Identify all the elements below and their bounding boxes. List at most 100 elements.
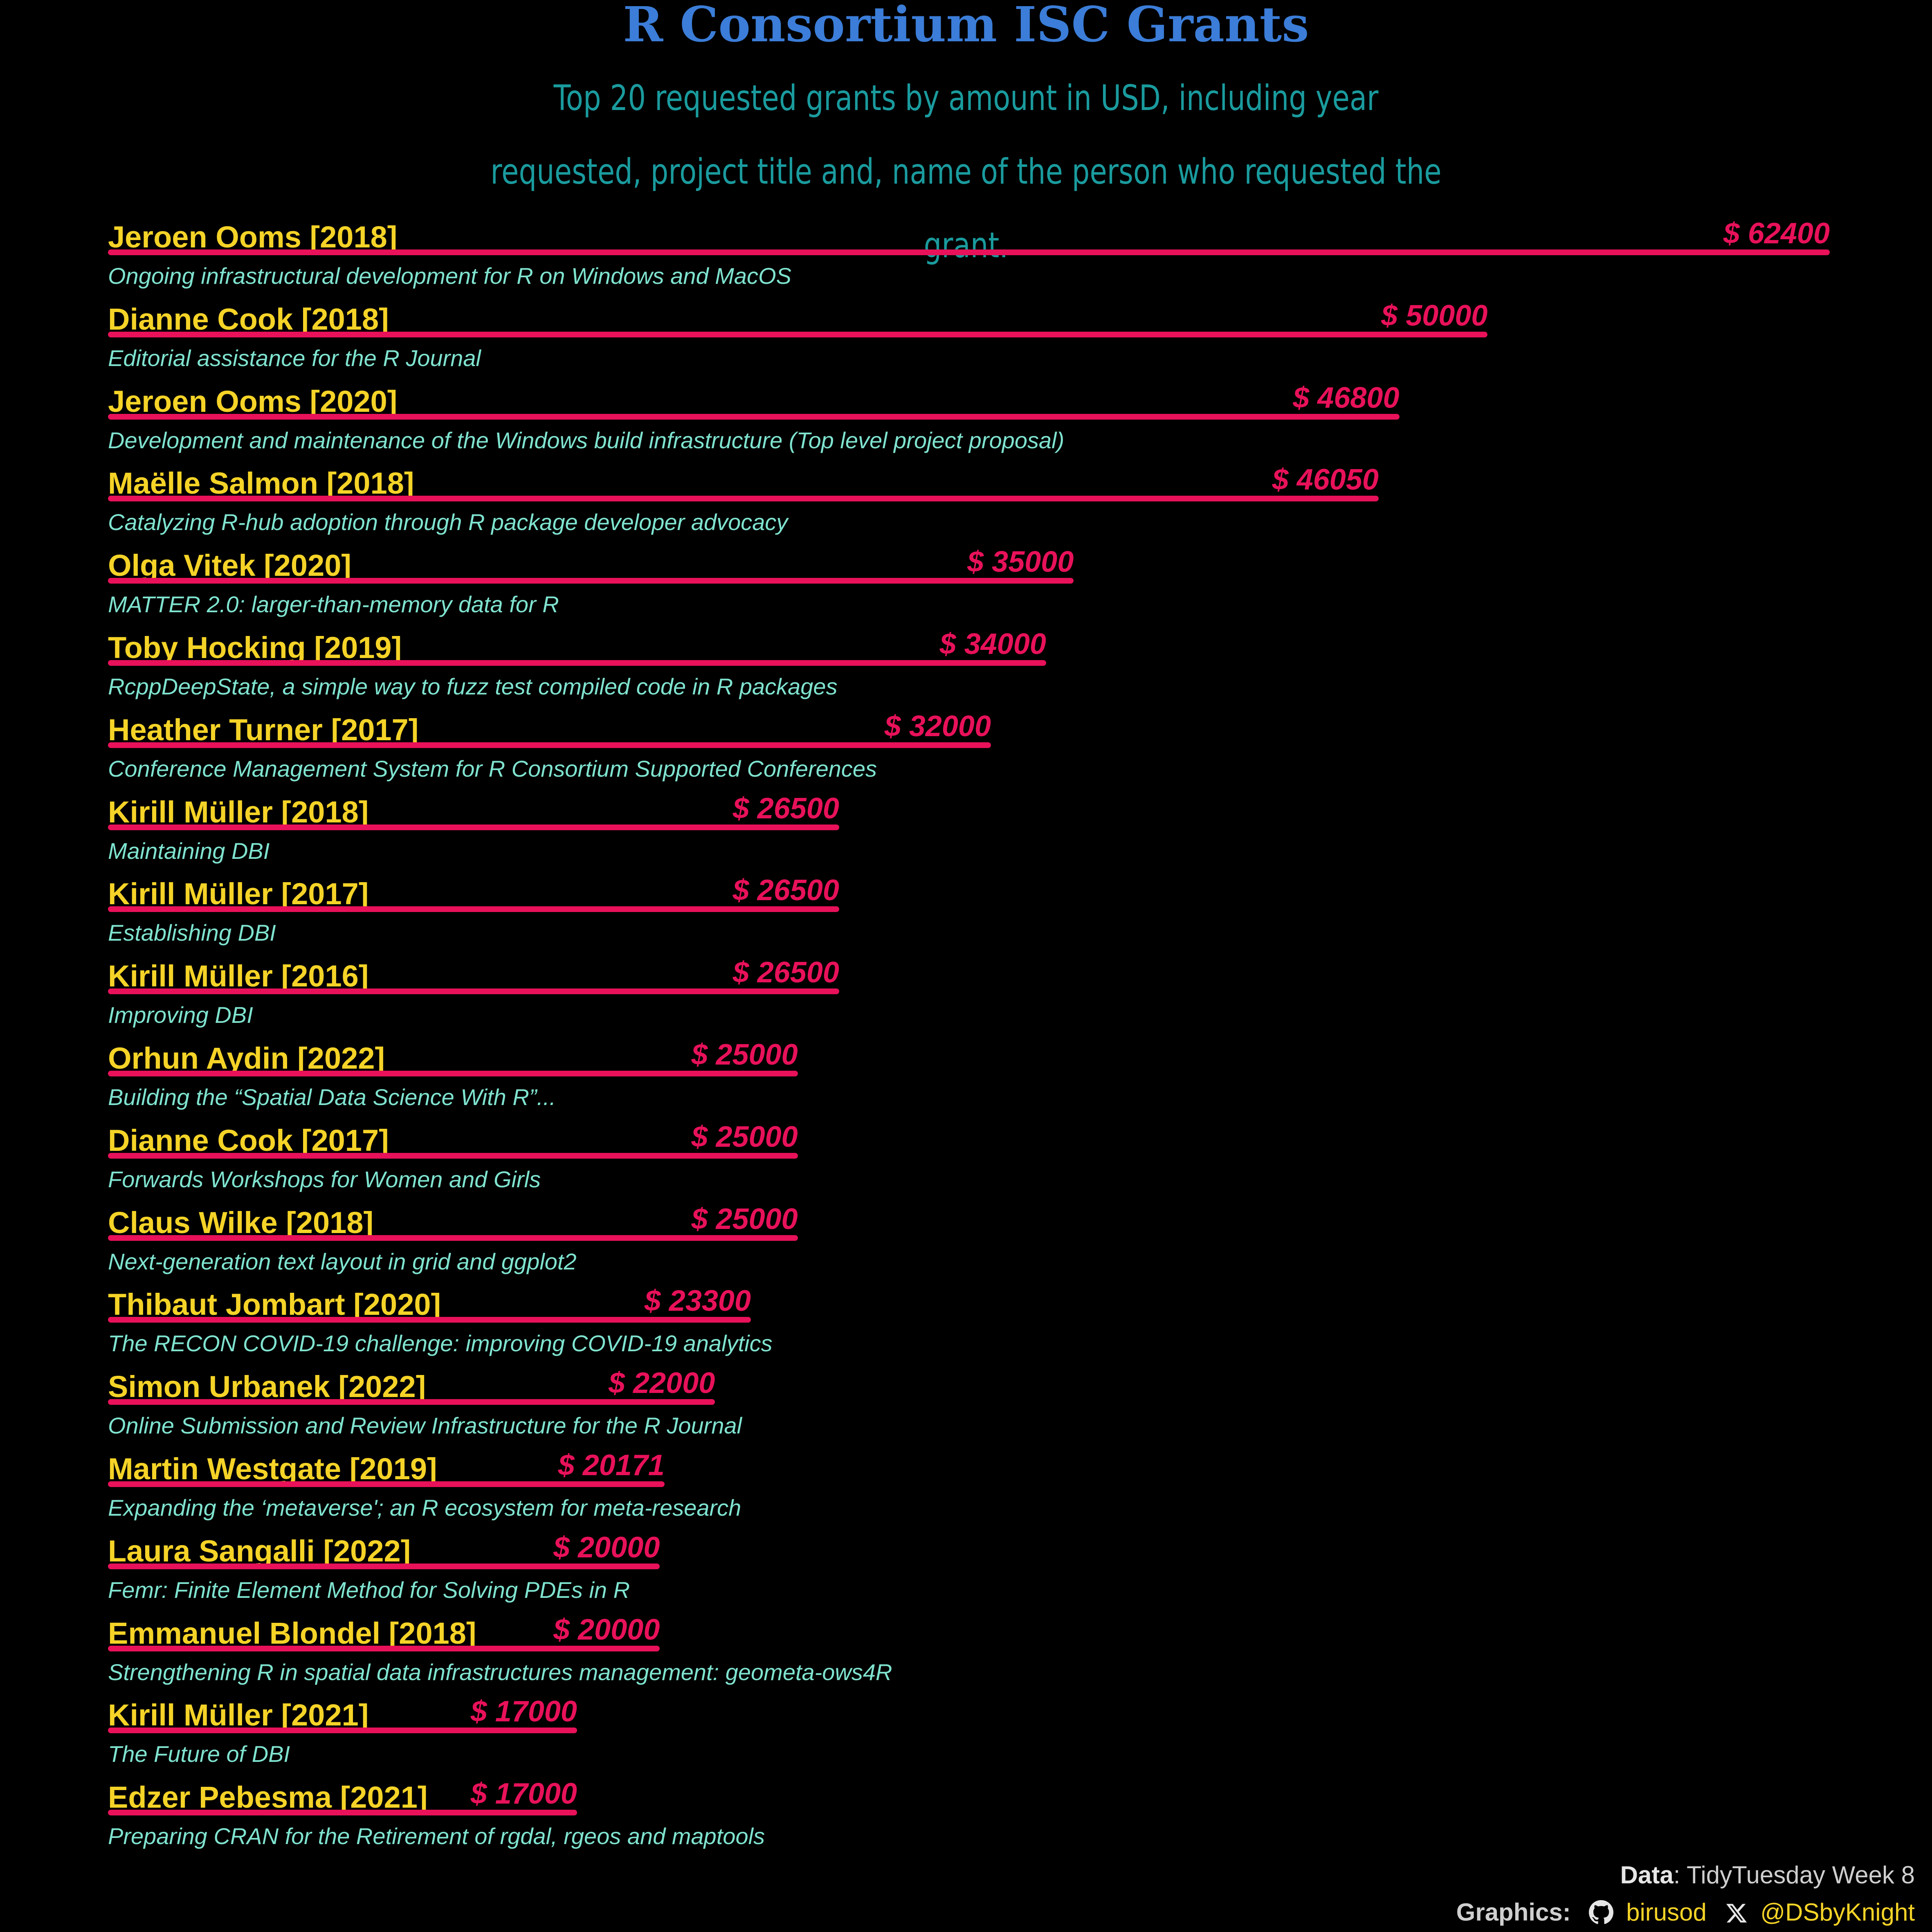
bar-project-title: Preparing CRAN for the Retirement of rgd… (108, 1823, 765, 1849)
bar-value-label: $ 26500 (732, 874, 839, 907)
bar (108, 824, 839, 830)
bar-row: Toby Hocking [2019] $ 34000 RcppDeepState,… (0, 627, 1932, 709)
bar-value-label: $ 62400 (1723, 217, 1830, 250)
bar-value-label: $ 32000 (884, 710, 991, 743)
bar-value-label: $ 26500 (732, 792, 839, 825)
bar-project-title: Ongoing infrastructural development for … (108, 263, 791, 289)
chart-subtitle: Top 20 requested grants by amount in USD… (490, 78, 1442, 266)
bar-value-label: $ 17000 (470, 1777, 577, 1811)
bar-row: Jeroen Ooms [2020] $ 46800 Development and… (0, 381, 1932, 463)
bar-name-label: Laura Sangalli [2022] (108, 1534, 411, 1568)
bar-project-title: Editorial assistance for the R Journal (108, 345, 481, 371)
bar-value-label: $ 46800 (1293, 381, 1400, 414)
bar-name-label: Kirill Müller [2018] (108, 795, 369, 829)
bar-name-label: Olga Vitek [2020] (108, 548, 352, 583)
data-caption-source: : TidyTuesday Week 8 (1673, 1861, 1915, 1889)
bar-name-label: Kirill Müller [2017] (108, 877, 369, 911)
bar-project-title: Femr: Finite Element Method for Solving … (108, 1577, 630, 1603)
bar-row: Edzer Pebesma [2021] $ 17000 Preparing CRA… (0, 1777, 1932, 1859)
bar-value-label: $ 25000 (691, 1038, 798, 1071)
bar-value-label: $ 34000 (939, 628, 1046, 660)
bar-row: Thibaut Jombart [2020] $ 23300 The RECON C… (0, 1284, 1932, 1366)
bar-name-label: Kirill Müller [2016] (108, 959, 369, 993)
bar (108, 1728, 577, 1734)
bar-row: Dianne Cook [2018] $ 50000 Editorial assis… (0, 299, 1932, 381)
bar (108, 988, 839, 995)
bar-name-label: Simon Urbanek [2022] (108, 1370, 426, 1404)
bar-project-title: Development and maintenance of the Windo… (108, 427, 1065, 453)
x-handle[interactable]: @DSbyKnight (1760, 1898, 1915, 1926)
github-handle[interactable]: birusod (1626, 1898, 1707, 1926)
bar (108, 1317, 751, 1323)
bar-project-title: Building the “Spatial Data Science With … (108, 1084, 556, 1110)
bar (108, 1810, 577, 1816)
bar-value-label: $ 23300 (644, 1285, 751, 1318)
bar-project-title: Strengthening R in spatial data infrastr… (108, 1659, 892, 1685)
bar-row: Simon Urbanek [2022] $ 22000 Online Submis… (0, 1366, 1932, 1448)
graphics-caption: Graphics: birusod @DSbyKnight (1456, 1896, 1915, 1929)
bar-project-title: Next-generation text layout in grid and … (108, 1248, 577, 1274)
bar-name-label: Claus Wilke [2018] (108, 1205, 374, 1240)
bar-name-label: Heather Turner [2017] (108, 712, 419, 747)
bar-row: Kirill Müller [2016] $ 26500 Improving DBI (0, 956, 1932, 1038)
bar-project-title: Improving DBI (108, 1002, 253, 1028)
graphics-caption-label: Graphics: (1456, 1898, 1571, 1926)
bar-row: Jeroen Ooms [2018] $ 62400 Ongoing infrast… (0, 217, 1932, 299)
bar-value-label: $ 46050 (1272, 463, 1379, 496)
bar-name-label: Thibaut Jombart [2020] (108, 1287, 441, 1322)
bar-row: Heather Turner [2017] $ 32000 Conference M… (0, 710, 1932, 791)
bar-value-label: $ 25000 (691, 1120, 798, 1153)
bar (108, 1481, 665, 1487)
bar-project-title: The Future of DBI (108, 1741, 290, 1767)
data-caption-label: Data (1620, 1861, 1674, 1889)
bar-project-title: Expanding the ‘metaverse'; an R ecosyste… (108, 1495, 741, 1521)
bar-name-label: Dianne Cook [2017] (108, 1123, 389, 1157)
bar-row: Claus Wilke [2018] $ 25000 Next-generation… (0, 1202, 1932, 1284)
bar-row: Laura Sangalli [2022] $ 20000 Femr: Finite… (0, 1531, 1932, 1613)
bar-value-label: $ 20000 (553, 1613, 660, 1646)
bar-name-label: Kirill Müller [2021] (108, 1698, 369, 1732)
bar-value-label: $ 50000 (1381, 299, 1488, 332)
bar (108, 1563, 660, 1569)
bar (108, 413, 1400, 420)
github-icon (1589, 1900, 1614, 1924)
bar (108, 1399, 715, 1405)
bar-project-title: Catalyzing R-hub adoption through R pack… (108, 509, 788, 535)
bar (108, 496, 1379, 502)
bar-row: Dianne Cook [2017] $ 25000 Forwards Worksh… (0, 1120, 1932, 1202)
bar (108, 578, 1074, 584)
bar-row: Kirill Müller [2017] $ 26500 Establishing … (0, 874, 1932, 955)
bar-project-title: RcppDeepState, a simple way to fuzz test… (108, 674, 838, 699)
bar-name-label: Maëlle Salmon [2018] (108, 466, 414, 501)
bar-row: Olga Vitek [2020] $ 35000 MATTER 2.0: larg… (0, 545, 1932, 627)
bar (108, 660, 1046, 666)
bar-value-label: $ 25000 (691, 1202, 798, 1236)
bar-row: Emmanuel Blondel [2018] $ 20000 Strengthen… (0, 1613, 1932, 1695)
bar (108, 249, 1830, 255)
bar-value-label: $ 20000 (553, 1531, 660, 1564)
chart-title: R Consortium ISC Grants (623, 0, 1309, 53)
bar-name-label: Martin Westgate [2019] (108, 1452, 437, 1486)
bar-row: Orhun Aydin [2022] $ 25000 Building the “S… (0, 1038, 1932, 1120)
bar-name-label: Toby Hocking [2019] (108, 631, 402, 665)
bar (108, 1071, 798, 1076)
bar-row: Kirill Müller [2021] $ 17000 The Future of… (0, 1695, 1932, 1777)
bar-name-label: Emmanuel Blondel [2018] (108, 1616, 476, 1650)
bar-project-title: The RECON COVID-19 challenge: improving … (108, 1330, 773, 1357)
bar-name-label: Jeroen Ooms [2018] (108, 220, 398, 254)
bar-value-label: $ 17000 (470, 1695, 577, 1728)
bar-project-title: MATTER 2.0: larger-than-memory data for … (108, 591, 559, 618)
bar-name-label: Edzer Pebesma [2021] (108, 1780, 428, 1815)
bar (108, 331, 1488, 337)
bar (108, 906, 839, 912)
bar-value-label: $ 35000 (967, 546, 1074, 579)
x-icon (1726, 1904, 1747, 1923)
bar-name-label: Orhun Aydin [2022] (108, 1041, 385, 1075)
bar-value-label: $ 26500 (732, 956, 839, 989)
bar-row: Martin Westgate [2019] $ 20171 Expanding t… (0, 1449, 1932, 1530)
bar (108, 1645, 660, 1651)
bar (108, 1235, 798, 1241)
bar-project-title: Conference Management System for R Conso… (108, 755, 877, 782)
bar-value-label: $ 22000 (609, 1367, 715, 1400)
